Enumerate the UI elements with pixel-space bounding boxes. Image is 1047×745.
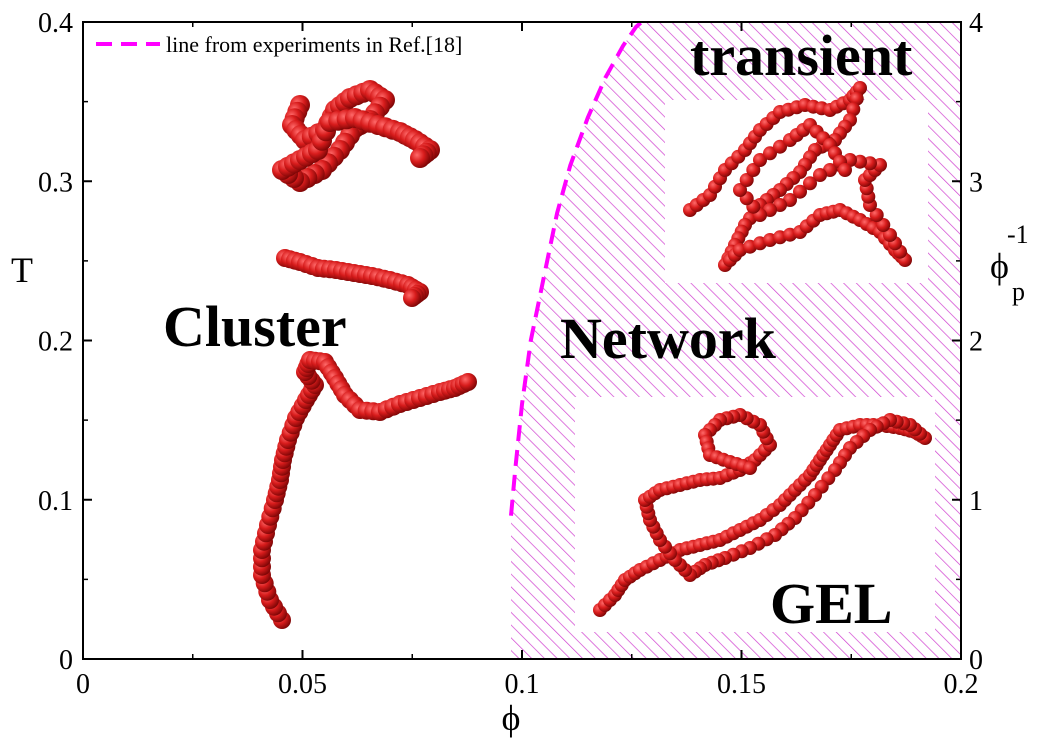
cluster-label: Cluster [163,294,347,359]
y-tick-label: 0.1 [38,486,73,517]
chain-bead [853,81,867,95]
y2-axis-label: ϕ p -1 [990,220,1029,306]
chain-bead [753,153,767,167]
chain-long [253,351,477,629]
chain-bead [743,461,757,475]
chain-bead [883,228,897,242]
y2-axis-label-sup: -1 [1007,220,1029,249]
chain-bead [733,183,747,197]
y2-tick-label: 3 [969,167,983,198]
y2-tick-label: 1 [969,486,983,517]
y-tick-label: 0.4 [38,8,73,39]
y2-tick-label: 4 [969,8,983,39]
x-axis-label: ϕ [502,698,521,738]
y2-axis-label-sub: p [1012,277,1025,306]
chain-bead [803,176,817,191]
chain-bead [459,373,477,391]
gel-label: GEL [770,571,893,636]
x-tick-label: 0 [76,669,90,700]
chain-bead [746,163,761,177]
chain-top [272,80,440,192]
chain-bead [739,173,754,187]
y2-tick-label: 0 [969,645,983,676]
legend-label: line from experiments in Ref.[18] [166,32,462,57]
chain-bead [838,163,852,177]
axis-ticks [82,21,962,660]
network-label: Network [560,306,777,371]
chain-transient [683,81,912,272]
gel-inset-background [575,397,935,632]
x-tick-label: 0.05 [278,669,327,700]
chain-bead [813,168,827,182]
chain-mid [276,249,429,307]
x-tick-label: 0.1 [505,669,540,700]
legend: line from experiments in Ref.[18] [96,32,462,57]
chain-bead [869,208,884,222]
chain-bead [849,91,864,106]
y2-axis-label-main: ϕ [990,246,1009,286]
chain-bead [763,146,777,161]
y-tick-label: 0 [59,645,73,676]
chain-bead [773,139,787,154]
chain-bead [876,218,891,232]
x-tick-label: 0.2 [944,669,979,700]
chain-gel [593,408,932,617]
y-tick-label: 0.3 [38,167,73,198]
y-tick-label: 0.2 [38,327,73,358]
chain-bead [410,148,430,168]
x-tick-label: 0.15 [717,669,766,700]
ref18-dashed-line [509,22,645,516]
y2-tick-label: 2 [969,327,983,358]
y-axis-label: T [11,250,33,290]
transient-label: transient [690,23,913,88]
cluster-chains [253,80,932,629]
chain-bead [793,184,807,199]
chain-bead [403,289,421,307]
chain-bead [846,102,861,117]
